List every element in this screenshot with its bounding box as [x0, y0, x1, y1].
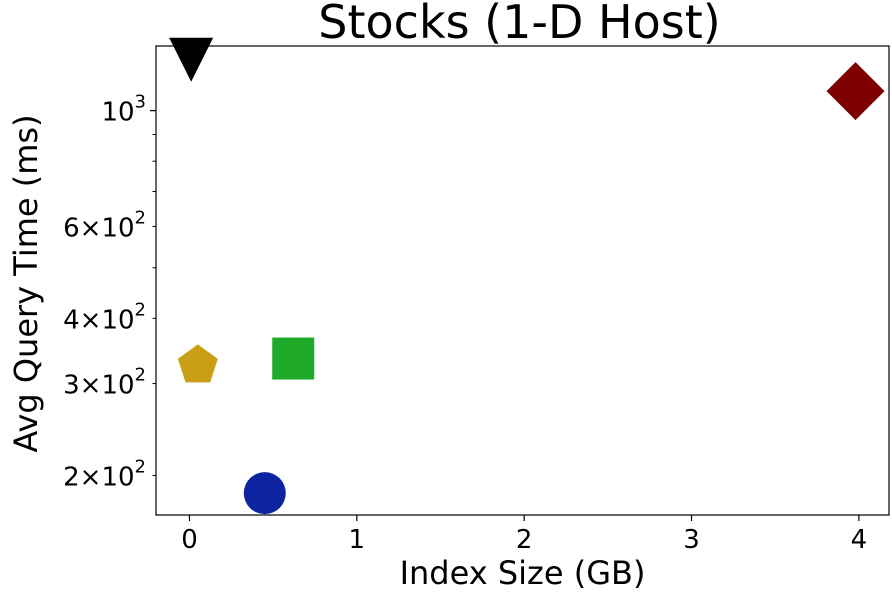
y-tick-label: 103	[101, 92, 146, 128]
x-axis-label: Index Size (GB)	[400, 554, 646, 592]
y-tick-label: 3×102	[63, 365, 146, 401]
x-tick-label: 4	[851, 525, 868, 555]
x-tick-label: 3	[683, 525, 700, 555]
tick-group: 0 1 2 3 4 103 2×102 3×102 4×102 6×102	[63, 92, 867, 555]
x-tick-label: 1	[349, 525, 366, 555]
y-axis-label: Avg Query Time (ms)	[7, 114, 45, 452]
x-tick-label: 2	[516, 525, 533, 555]
data-point-triangle-down	[169, 37, 214, 82]
y-tick-label: 2×102	[63, 456, 146, 492]
plot-frame	[155, 45, 890, 516]
data-point-square	[272, 337, 315, 380]
data-points	[169, 37, 885, 515]
y-tick-label: 4×102	[63, 299, 146, 335]
x-tick-label: 0	[181, 525, 198, 555]
y-tick-label: 6×102	[63, 207, 146, 243]
chart-title: Stocks (1-D Host)	[318, 0, 720, 49]
data-point-pentagon	[177, 344, 218, 383]
data-point-circle	[243, 472, 286, 515]
data-point-diamond	[826, 62, 885, 121]
